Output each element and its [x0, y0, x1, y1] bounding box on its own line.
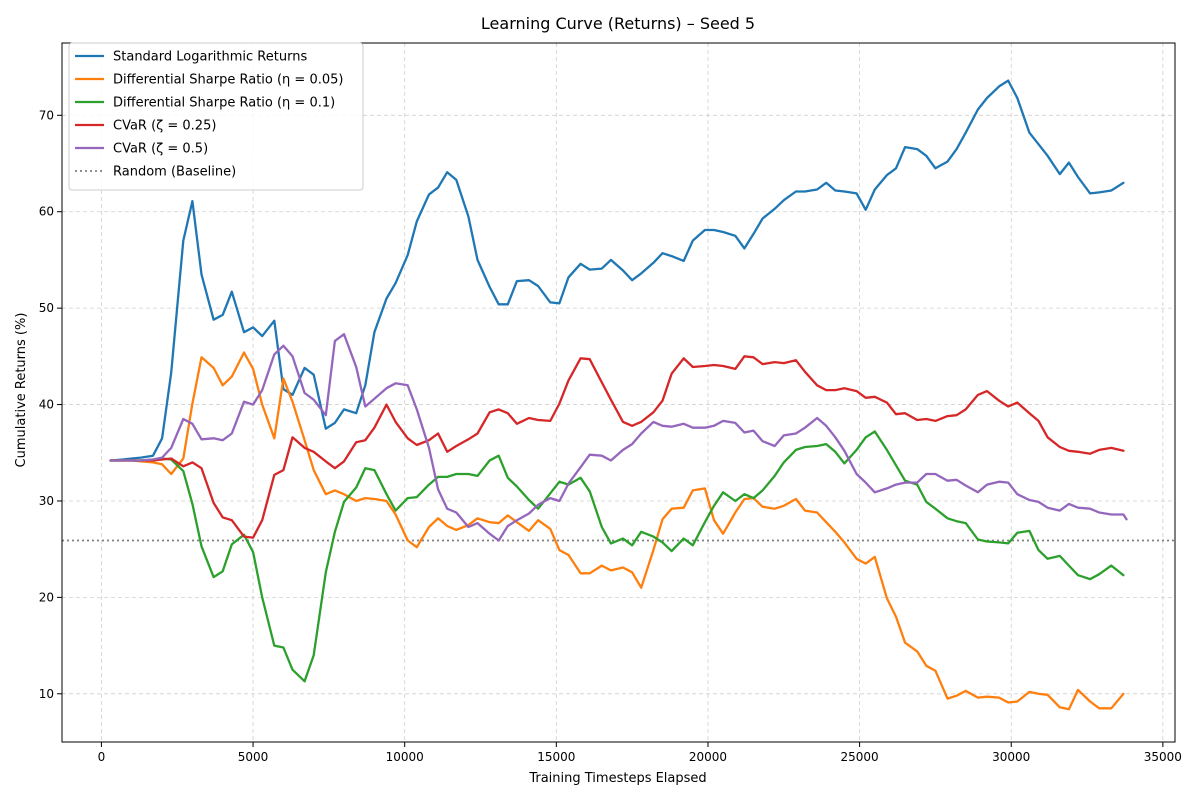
x-tick-label: 5000	[238, 750, 269, 764]
plot-frame	[61, 42, 1176, 743]
x-tick-label: 20000	[689, 750, 727, 764]
legend-box	[68, 42, 364, 191]
legend-label: Standard Logarithmic Returns	[113, 50, 307, 65]
y-tick-label: 50	[39, 301, 54, 315]
grid-layer	[62, 43, 1175, 742]
legend-label: CVaR (ζ = 0.5)	[113, 142, 208, 157]
y-tick-label: 20	[39, 590, 54, 604]
x-tick-label: 10000	[386, 750, 424, 764]
x-tick-label: 35000	[1144, 750, 1182, 764]
y-tick-label: 30	[39, 494, 54, 508]
series-layer	[109, 79, 1128, 711]
tick-layer: 0 5000 10000 15000 20000 25000 30000 35000 10 20 3…	[39, 108, 1182, 764]
y-axis-label: Cumulative Returns (%)	[14, 313, 29, 468]
x-tick-label: 15000	[537, 750, 575, 764]
series-line-3	[109, 430, 1125, 683]
legend-label: CVaR (ζ = 0.25)	[113, 119, 216, 134]
y-tick-label: 70	[39, 108, 54, 122]
x-tick-label: 30000	[992, 750, 1030, 764]
x-tick-label: 0	[98, 750, 106, 764]
x-tick-label: 25000	[841, 750, 879, 764]
legend-label: Differential Sharpe Ratio (η = 0.1)	[113, 96, 335, 111]
series-line-5	[109, 333, 1128, 542]
legend-label: Differential Sharpe Ratio (η = 0.05)	[113, 73, 343, 88]
series-line-4	[109, 355, 1125, 539]
legend: Standard Logarithmic Returns Differential…	[68, 42, 364, 191]
y-tick-label: 60	[39, 205, 54, 219]
x-axis-label: Training Timesteps Elapsed	[528, 771, 706, 786]
y-tick-label: 10	[39, 687, 54, 701]
series-line-1	[109, 79, 1125, 462]
y-tick-label: 40	[39, 398, 54, 412]
chart-title: Learning Curve (Returns) – Seed 5	[481, 14, 755, 33]
legend-label: Random (Baseline)	[113, 165, 236, 180]
series-line-2	[109, 351, 1125, 711]
